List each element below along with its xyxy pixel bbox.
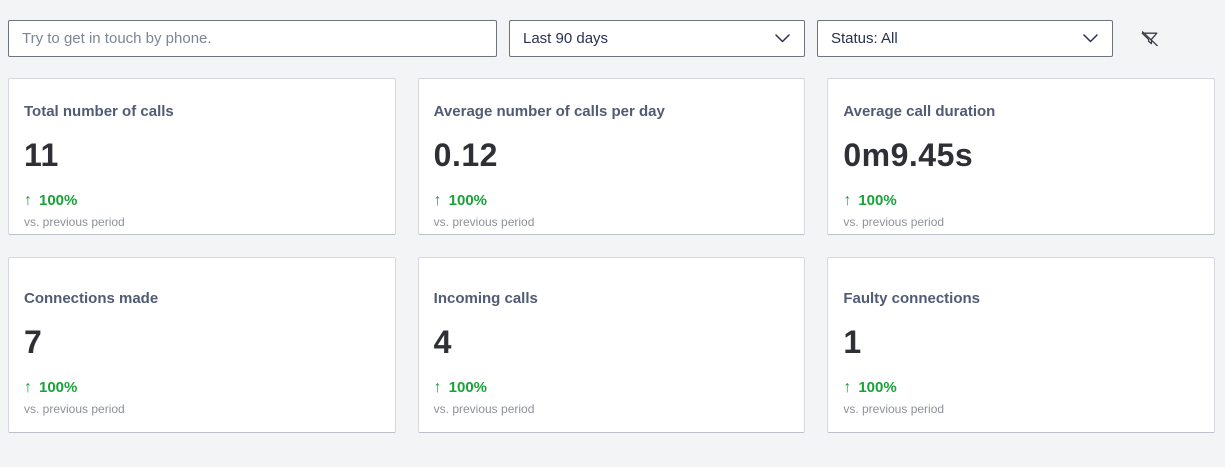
arrow-up-icon: ↑ xyxy=(433,192,442,209)
arrow-up-icon: ↑ xyxy=(24,379,32,396)
card-value: 11 xyxy=(24,137,59,173)
compare-label: vs. previous period xyxy=(24,215,125,229)
trend-percent: 100% xyxy=(39,379,78,396)
card-incoming-calls: Incoming calls 4 ↑ 100% vs. previous per… xyxy=(417,257,806,433)
stats-cards-grid: Total number of calls 11 ↑ 100% vs. prev… xyxy=(8,78,1215,433)
filter-bar: Last 90 days Status: All xyxy=(0,20,1225,57)
arrow-up-icon: ↑ xyxy=(24,192,32,209)
trend-indicator: ↑ 100% xyxy=(24,191,380,211)
compare-label: vs. previous period xyxy=(24,402,125,416)
status-value: Status: All xyxy=(831,30,898,47)
chevron-down-icon xyxy=(775,34,790,43)
card-title: Connections made xyxy=(24,290,159,307)
compare-label: vs. previous period xyxy=(433,402,535,416)
trend-percent: 100% xyxy=(858,379,897,396)
trend-indicator: ↑ 100% xyxy=(434,191,790,211)
card-title: Total number of calls xyxy=(24,103,174,120)
date-range-dropdown[interactable]: Last 90 days xyxy=(509,20,805,57)
date-range-value: Last 90 days xyxy=(523,30,609,47)
filter-off-icon xyxy=(1139,28,1161,50)
compare-label: vs. previous period xyxy=(843,215,945,229)
arrow-up-icon: ↑ xyxy=(433,379,442,396)
card-total-calls: Total number of calls 11 ↑ 100% vs. prev… xyxy=(8,78,396,235)
card-connections-made: Connections made 7 ↑ 100% vs. previous p… xyxy=(8,257,396,433)
clear-filters-button[interactable] xyxy=(1132,21,1168,57)
arrow-up-icon: ↑ xyxy=(843,379,852,396)
card-value: 0.12 xyxy=(433,137,498,173)
compare-label: vs. previous period xyxy=(433,215,535,229)
trend-percent: 100% xyxy=(39,192,78,209)
trend-indicator: ↑ 100% xyxy=(24,378,380,398)
card-avg-calls-per-day: Average number of calls per day 0.12 ↑ 1… xyxy=(417,78,806,235)
card-title: Faulty connections xyxy=(843,290,981,307)
card-title: Average call duration xyxy=(843,103,996,120)
card-faulty-connections: Faulty connections 1 ↑ 100% vs. previous… xyxy=(827,257,1215,433)
status-dropdown[interactable]: Status: All xyxy=(817,20,1113,57)
card-title: Incoming calls xyxy=(433,290,538,307)
trend-indicator: ↑ 100% xyxy=(843,191,1199,211)
card-value: 7 xyxy=(24,324,43,360)
arrow-up-icon: ↑ xyxy=(843,192,852,209)
trend-percent: 100% xyxy=(858,192,897,209)
trend-percent: 100% xyxy=(448,379,488,396)
card-title: Average number of calls per day xyxy=(433,103,665,120)
search-input[interactable] xyxy=(8,20,497,57)
trend-percent: 100% xyxy=(448,192,488,209)
trend-indicator: ↑ 100% xyxy=(434,378,790,398)
compare-label: vs. previous period xyxy=(843,402,945,416)
card-avg-call-duration: Average call duration 0m9.45s ↑ 100% vs.… xyxy=(827,78,1215,235)
card-value: 4 xyxy=(433,324,452,360)
card-value: 1 xyxy=(843,324,862,360)
chevron-down-icon xyxy=(1083,34,1098,43)
trend-indicator: ↑ 100% xyxy=(843,378,1199,398)
card-value: 0m9.45s xyxy=(843,137,974,173)
